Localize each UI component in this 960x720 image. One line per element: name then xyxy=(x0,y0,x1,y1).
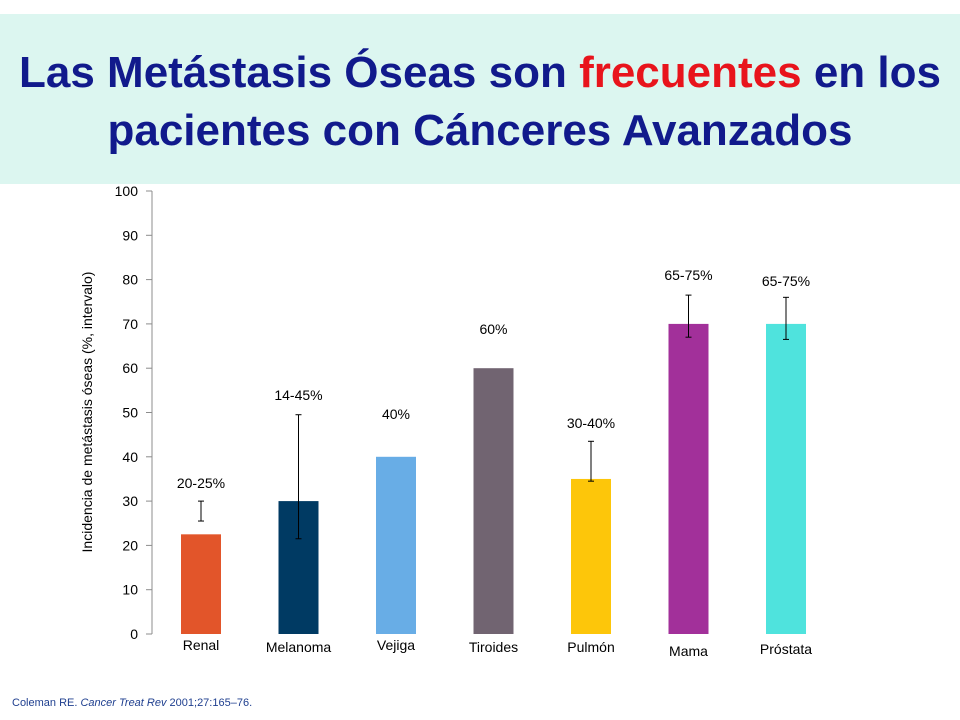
y-tick-label: 20 xyxy=(122,537,138,553)
y-tick-label: 30 xyxy=(122,493,138,509)
y-tick-label: 70 xyxy=(122,316,138,332)
category-label-5: Mama xyxy=(669,643,708,659)
title-highlight: frecuentes xyxy=(579,48,802,97)
citation-journal: Cancer Treat Rev xyxy=(80,697,167,709)
y-tick-label: 60 xyxy=(122,360,138,376)
bars-group xyxy=(181,323,806,634)
bar-0 xyxy=(181,534,221,634)
bar-6 xyxy=(766,323,806,634)
y-tick-label: 10 xyxy=(122,582,138,598)
title-part-2: en los pacientes con Cánceres Avanzados xyxy=(107,48,941,155)
data-label-2: 40% xyxy=(382,406,410,422)
data-label-6: 65-75% xyxy=(762,273,810,289)
bar-3 xyxy=(473,368,514,634)
category-label-6: Próstata xyxy=(760,641,812,657)
bar-5 xyxy=(668,323,709,634)
citation: Coleman RE. Cancer Treat Rev 2001;27:165… xyxy=(12,697,252,709)
y-tick-label: 100 xyxy=(115,183,139,199)
axis-group: 0 10 20 30 40 50 60 70 80 90 100 xyxy=(115,183,153,642)
citation-ref: 2001;27:165–76. xyxy=(166,697,253,709)
data-label-3: 60% xyxy=(479,321,507,337)
title-part-1: Las Metástasis Óseas son xyxy=(19,48,580,97)
data-label-0: 20-25% xyxy=(177,475,225,491)
y-tick-label: 80 xyxy=(122,272,138,288)
y-tick-label: 40 xyxy=(122,449,138,465)
title-banner xyxy=(0,14,960,184)
data-label-1: 14-45% xyxy=(274,387,322,403)
citation-author: Coleman RE. xyxy=(12,697,81,709)
category-label-1: Melanoma xyxy=(266,639,332,655)
slide-title: Las Metástasis Óseas son frecuentes en l… xyxy=(0,44,960,160)
category-label-2: Vejiga xyxy=(377,637,415,653)
error-bars-group xyxy=(198,294,789,540)
y-tick-label: 0 xyxy=(130,626,138,642)
data-label-5: 65-75% xyxy=(664,267,712,283)
y-tick-label: 90 xyxy=(122,227,138,243)
category-label-3: Tiroides xyxy=(469,639,518,655)
y-axis-label: Incidencia de metástasis óseas (%, inter… xyxy=(79,272,95,553)
labels-group: 20-25% Renal 14-45% Melanoma 40% Vejiga 60% Tir… xyxy=(177,267,812,659)
category-label-4: Pulmón xyxy=(567,639,614,655)
category-label-0: Renal xyxy=(183,637,220,653)
data-label-4: 30-40% xyxy=(567,415,615,431)
bar-2 xyxy=(376,456,416,634)
y-tick-label: 50 xyxy=(122,405,138,421)
bar-4 xyxy=(571,478,611,634)
